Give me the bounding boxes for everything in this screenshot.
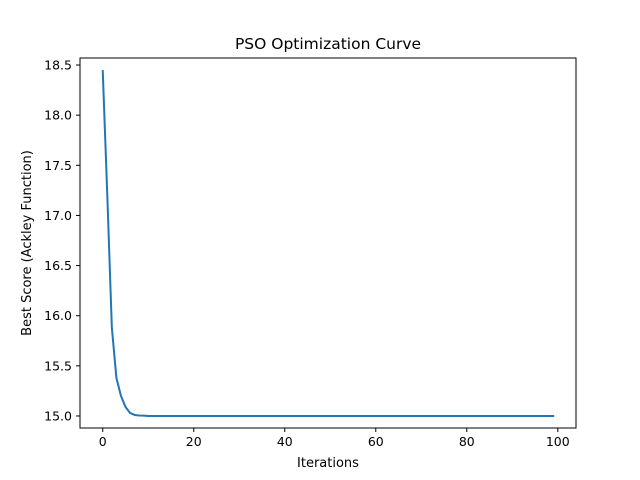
y-tick-label: 16.5 — [44, 258, 72, 273]
x-tick-label: 80 — [459, 434, 475, 449]
axes-frame — [79, 57, 577, 429]
y-tick-label: 15.0 — [44, 408, 72, 423]
y-tick-label: 18.5 — [44, 58, 72, 73]
y-axis-label: Best Score (Ackley Function) — [20, 150, 35, 336]
y-tick-label: 16.0 — [44, 308, 72, 323]
x-axis-label: Iterations — [297, 456, 359, 471]
axis-ticks: 0 20 40 60 80 100 15.0 15.5 16.0 16.5 17.0 17.5 18.0… — [44, 58, 570, 449]
series-line-0 — [101, 70, 555, 417]
x-tick-label: 60 — [368, 434, 384, 449]
x-tick-label: 0 — [99, 434, 107, 449]
x-tick-label: 40 — [277, 434, 293, 449]
x-tick-label: 100 — [546, 434, 570, 449]
y-tick-label: 15.5 — [44, 358, 72, 373]
chart-title: PSO Optimization Curve — [235, 35, 421, 53]
y-tick-label: 18.0 — [44, 108, 72, 123]
y-tick-label: 17.0 — [44, 208, 72, 223]
x-tick-label: 20 — [186, 434, 202, 449]
y-tick-label: 17.5 — [44, 158, 72, 173]
plot-area — [101, 70, 555, 417]
